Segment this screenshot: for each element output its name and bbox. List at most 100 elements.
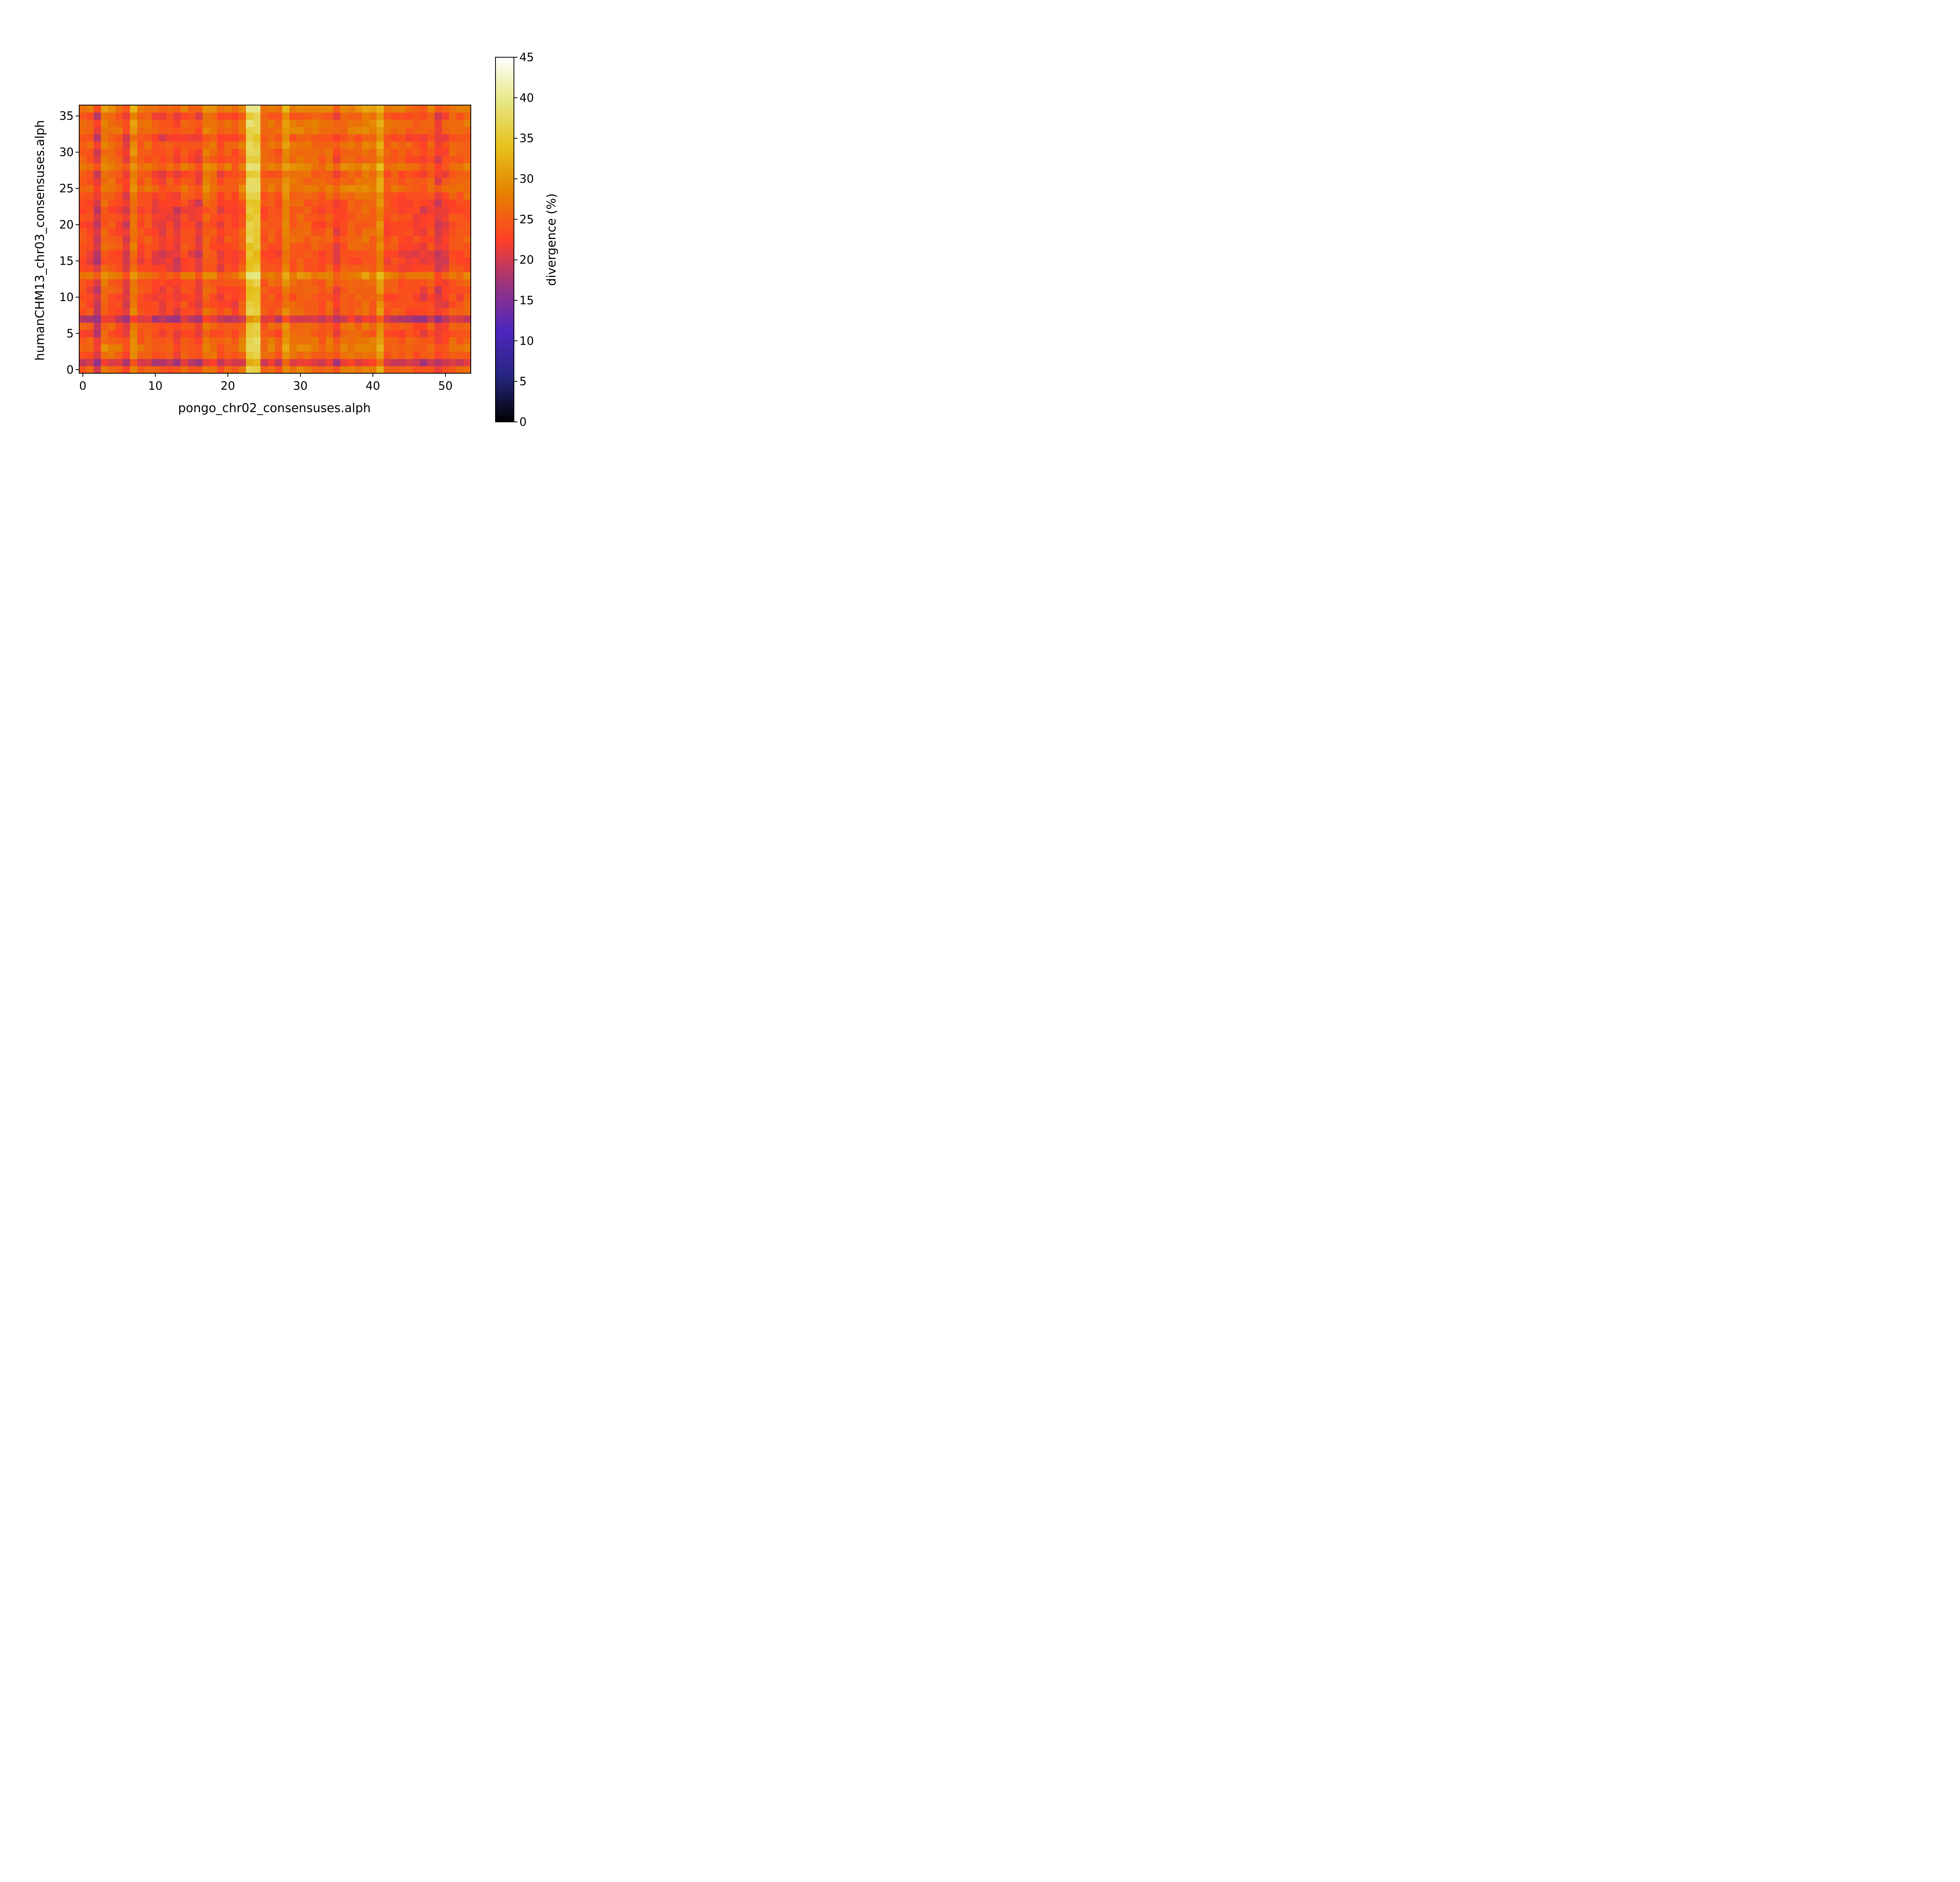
heatmap-cell — [456, 315, 464, 323]
heatmap-cell — [442, 293, 450, 301]
heatmap-cell — [159, 293, 167, 301]
heatmap-cell — [79, 112, 87, 120]
heatmap-cell — [268, 148, 276, 156]
heatmap-cell — [130, 279, 138, 287]
heatmap-cell — [311, 185, 319, 193]
heatmap-cell — [115, 134, 123, 142]
heatmap-cell — [449, 351, 457, 359]
heatmap-cell — [101, 308, 109, 316]
heatmap-cell — [123, 127, 131, 134]
heatmap-cell — [108, 257, 116, 265]
heatmap-cell — [398, 315, 406, 323]
heatmap-cell — [405, 141, 413, 149]
heatmap-cell — [195, 127, 203, 134]
heatmap-cell — [442, 250, 450, 258]
heatmap-cell — [231, 141, 239, 149]
heatmap-cell — [362, 170, 370, 178]
heatmap-cell — [123, 308, 131, 316]
heatmap-cell — [188, 163, 196, 171]
heatmap-cell — [217, 243, 225, 251]
heatmap-cell — [79, 286, 87, 294]
heatmap-cell — [181, 315, 189, 323]
heatmap-cell — [347, 105, 355, 113]
heatmap-cell — [340, 315, 348, 323]
heatmap-cell — [434, 322, 442, 330]
heatmap-cell — [398, 228, 406, 236]
heatmap-cell — [115, 359, 123, 367]
heatmap-cell — [137, 199, 145, 207]
heatmap-cell — [442, 192, 450, 200]
heatmap-cell — [304, 134, 312, 142]
heatmap-cell — [326, 366, 334, 374]
heatmap-cell — [108, 170, 116, 178]
heatmap-cell — [398, 250, 406, 258]
heatmap-cell — [108, 330, 116, 338]
heatmap-cell — [311, 257, 319, 265]
heatmap-cell — [195, 330, 203, 338]
heatmap-cell — [137, 141, 145, 149]
heatmap-cell — [275, 279, 283, 287]
heatmap-cell — [253, 235, 261, 243]
heatmap-cell — [318, 105, 326, 113]
heatmap-cell — [79, 105, 87, 113]
heatmap-cell — [166, 105, 174, 113]
heatmap-cell — [173, 250, 181, 258]
heatmap-cell — [173, 206, 181, 214]
heatmap-cell — [260, 112, 268, 120]
heatmap-cell — [340, 127, 348, 134]
heatmap-cell — [166, 170, 174, 178]
heatmap-cell — [188, 279, 196, 287]
heatmap-cell — [253, 351, 261, 359]
y-tick-label: 0 — [67, 363, 74, 376]
heatmap-cell — [188, 156, 196, 163]
heatmap-cell — [224, 330, 232, 338]
heatmap-cell — [326, 170, 334, 178]
heatmap-cell — [318, 257, 326, 265]
heatmap-cell — [311, 308, 319, 316]
heatmap-cell — [434, 177, 442, 185]
heatmap-cell — [340, 293, 348, 301]
heatmap-cell — [456, 177, 464, 185]
heatmap-cell — [210, 330, 218, 338]
heatmap-cell — [202, 134, 210, 142]
heatmap-cell — [297, 199, 305, 207]
heatmap-cell — [123, 257, 131, 265]
heatmap-cell — [239, 112, 247, 120]
heatmap-cell — [391, 257, 399, 265]
heatmap-cell — [246, 308, 254, 316]
heatmap-cell — [355, 127, 363, 134]
heatmap-cell — [318, 141, 326, 149]
heatmap-cell — [311, 272, 319, 280]
heatmap-cell — [326, 185, 334, 193]
heatmap-cell — [333, 344, 341, 352]
heatmap-cell — [166, 337, 174, 345]
heatmap-cell — [210, 192, 218, 200]
heatmap-cell — [166, 293, 174, 301]
heatmap-cell — [224, 243, 232, 251]
heatmap-cell — [449, 156, 457, 163]
heatmap-cell — [79, 359, 87, 367]
heatmap-cell — [434, 286, 442, 294]
heatmap-cell — [282, 308, 290, 316]
heatmap-cell — [144, 119, 152, 127]
heatmap-cell — [195, 235, 203, 243]
heatmap-cell — [210, 359, 218, 367]
heatmap-cell — [210, 235, 218, 243]
heatmap-cell — [166, 322, 174, 330]
heatmap-cell — [79, 214, 87, 222]
heatmap-cell — [217, 228, 225, 236]
heatmap-cell — [224, 293, 232, 301]
heatmap-cell — [275, 127, 283, 134]
heatmap-cell — [152, 112, 160, 120]
heatmap-cell — [362, 272, 370, 280]
heatmap-cell — [246, 344, 254, 352]
heatmap-cell — [123, 199, 131, 207]
heatmap-cell — [282, 170, 290, 178]
heatmap-cell — [442, 163, 450, 171]
heatmap-cell — [94, 264, 102, 272]
heatmap-cell — [260, 279, 268, 287]
heatmap-cell — [456, 293, 464, 301]
heatmap-cell — [456, 163, 464, 171]
heatmap-cell — [94, 228, 102, 236]
heatmap-cell — [304, 272, 312, 280]
